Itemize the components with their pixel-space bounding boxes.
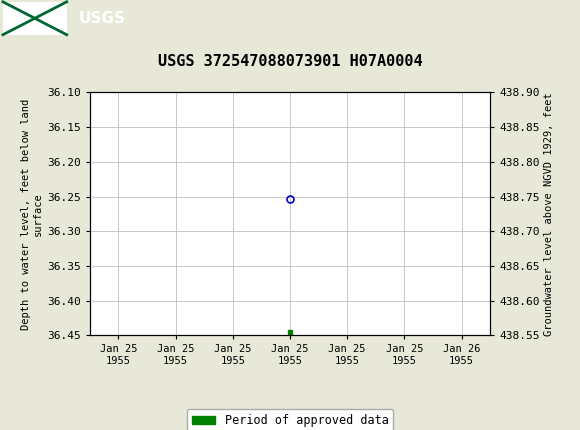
Text: USGS 372547088073901 H07A0004: USGS 372547088073901 H07A0004 bbox=[158, 54, 422, 69]
Y-axis label: Groundwater level above NGVD 1929, feet: Groundwater level above NGVD 1929, feet bbox=[544, 92, 554, 336]
FancyBboxPatch shape bbox=[3, 2, 67, 35]
Text: USGS: USGS bbox=[78, 11, 125, 26]
Legend: Period of approved data: Period of approved data bbox=[187, 409, 393, 430]
Y-axis label: Depth to water level, feet below land
surface: Depth to water level, feet below land su… bbox=[21, 98, 43, 329]
